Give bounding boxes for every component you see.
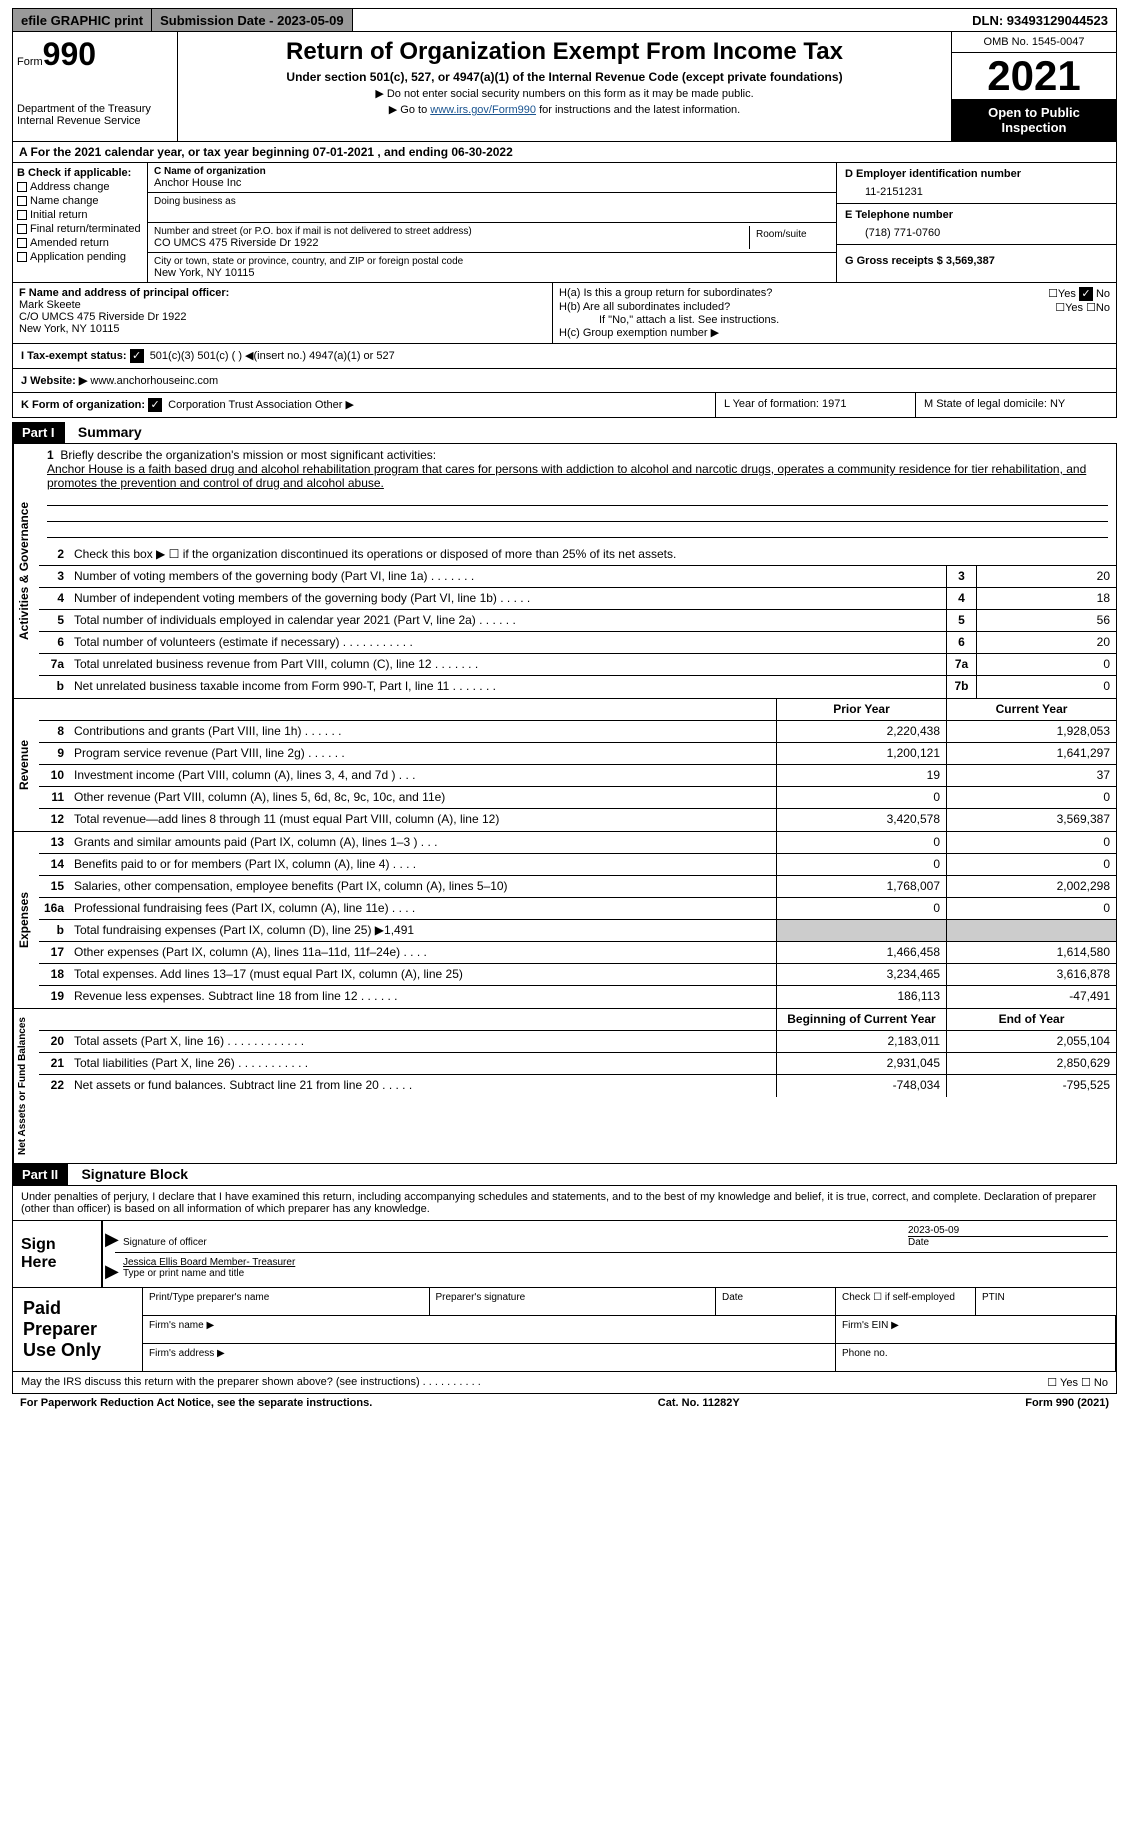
submission-date: Submission Date - 2023-05-09: [152, 9, 353, 31]
table-row: bNet unrelated business taxable income f…: [39, 676, 1116, 698]
table-row: 20Total assets (Part X, line 16) . . . .…: [39, 1031, 1116, 1053]
vert-revenue: Revenue: [13, 699, 39, 831]
irs-link[interactable]: www.irs.gov/Form990: [430, 104, 536, 116]
table-row: 19Revenue less expenses. Subtract line 1…: [39, 986, 1116, 1008]
col-h: H(a) Is this a group return for subordin…: [553, 283, 1116, 343]
table-row: 12Total revenue—add lines 8 through 11 (…: [39, 809, 1116, 831]
table-row: 5Total number of individuals employed in…: [39, 610, 1116, 632]
part2-title: Signature Block: [71, 1166, 188, 1182]
col-c: C Name of organization Anchor House Inc …: [148, 163, 836, 282]
table-row: 10Investment income (Part VIII, column (…: [39, 765, 1116, 787]
table-row: 6Total number of volunteers (estimate if…: [39, 632, 1116, 654]
row-l: L Year of formation: 1971: [716, 393, 916, 417]
dba-label: Doing business as: [154, 196, 830, 207]
ein-value: 11-2151231: [845, 186, 1108, 198]
table-row: 14Benefits paid to or for members (Part …: [39, 854, 1116, 876]
table-row: 4Number of independent voting members of…: [39, 588, 1116, 610]
penalty-text: Under penalties of perjury, I declare th…: [13, 1186, 1116, 1220]
org-name: Anchor House Inc: [154, 177, 830, 189]
form-label: Form: [17, 56, 43, 68]
col-f: F Name and address of principal officer:…: [13, 283, 553, 343]
preparer-label: Paid Preparer Use Only: [13, 1288, 143, 1371]
dln: DLN: 93493129044523: [964, 9, 1116, 31]
org-name-label: C Name of organization: [154, 166, 830, 177]
city-value: New York, NY 10115: [154, 267, 830, 279]
city-label: City or town, state or province, country…: [154, 256, 830, 267]
row-m: M State of legal domicile: NY: [916, 393, 1116, 417]
table-row: 7aTotal unrelated business revenue from …: [39, 654, 1116, 676]
vert-activities: Activities & Governance: [13, 444, 39, 698]
part2-header: Part II: [12, 1164, 68, 1185]
omb-number: OMB No. 1545-0047: [952, 32, 1116, 53]
form-header: Form990 Department of the Treasury Inter…: [12, 32, 1117, 142]
vert-expenses: Expenses: [13, 832, 39, 1008]
table-row: 18Total expenses. Add lines 13–17 (must …: [39, 964, 1116, 986]
phone-label: E Telephone number: [845, 209, 1108, 221]
form-title: Return of Organization Exempt From Incom…: [184, 38, 945, 66]
table-row: 21Total liabilities (Part X, line 26) . …: [39, 1053, 1116, 1075]
website-notice: ▶ Go to www.irs.gov/Form990 for instruct…: [184, 103, 945, 116]
table-row: 15Salaries, other compensation, employee…: [39, 876, 1116, 898]
table-row: 9Program service revenue (Part VIII, lin…: [39, 743, 1116, 765]
part1-header: Part I: [12, 422, 65, 443]
table-row: 11Other revenue (Part VIII, column (A), …: [39, 787, 1116, 809]
phone-value: (718) 771-0760: [845, 227, 1108, 239]
efile-graphic: efile GRAPHIC print: [13, 9, 152, 31]
table-row: bTotal fundraising expenses (Part IX, co…: [39, 920, 1116, 942]
table-row: 13Grants and similar amounts paid (Part …: [39, 832, 1116, 854]
addr-value: CO UMCS 475 Riverside Dr 1922: [154, 237, 749, 249]
table-row: 16aProfessional fundraising fees (Part I…: [39, 898, 1116, 920]
gross-receipts: G Gross receipts $ 3,569,387: [837, 245, 1116, 272]
open-public: Open to Public Inspection: [952, 99, 1116, 141]
vert-netassets: Net Assets or Fund Balances: [13, 1009, 39, 1163]
tax-year: 2021: [952, 53, 1116, 99]
ssn-notice: ▶ Do not enter social security numbers o…: [184, 87, 945, 100]
row-a-calendar: A For the 2021 calendar year, or tax yea…: [12, 142, 1117, 163]
form-number: 990: [43, 36, 96, 72]
row-2: 2Check this box ▶ ☐ if the organization …: [39, 544, 1116, 566]
table-row: 8Contributions and grants (Part VIII, li…: [39, 721, 1116, 743]
row-j: J Website: ▶ www.anchorhouseinc.com: [12, 369, 1117, 393]
room-label: Room/suite: [750, 226, 830, 249]
col-b-title: B Check if applicable:: [17, 167, 143, 179]
table-row: 22Net assets or fund balances. Subtract …: [39, 1075, 1116, 1097]
topbar: efile GRAPHIC print Submission Date - 20…: [12, 8, 1117, 32]
form-subtitle: Under section 501(c), 527, or 4947(a)(1)…: [184, 70, 945, 84]
row-i: I Tax-exempt status: ✓ 501(c)(3) 501(c) …: [12, 344, 1117, 369]
col-b-checkboxes: B Check if applicable: Address change Na…: [13, 163, 148, 282]
addr-label: Number and street (or P.O. box if mail i…: [154, 226, 749, 237]
col-d: D Employer identification number 11-2151…: [836, 163, 1116, 282]
table-row: 3Number of voting members of the governi…: [39, 566, 1116, 588]
sign-here: Sign Here: [13, 1221, 103, 1287]
mission-row: 1 Briefly describe the organization's mi…: [39, 444, 1116, 544]
bottom-row: For Paperwork Reduction Act Notice, see …: [12, 1394, 1117, 1412]
discuss-row: May the IRS discuss this return with the…: [12, 1372, 1117, 1394]
ein-label: D Employer identification number: [845, 168, 1108, 180]
part1-title: Summary: [68, 424, 142, 440]
row-k: K Form of organization: ✓ Corporation Tr…: [13, 393, 716, 417]
dept-treasury: Department of the Treasury Internal Reve…: [17, 103, 173, 127]
preparer-grid: Print/Type preparer's namePreparer's sig…: [143, 1288, 1116, 1371]
table-row: 17Other expenses (Part IX, column (A), l…: [39, 942, 1116, 964]
